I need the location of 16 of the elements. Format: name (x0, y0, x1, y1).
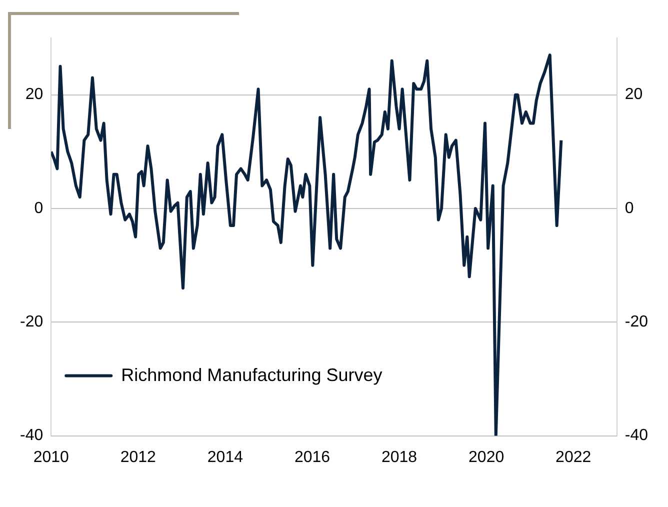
y2-tick-label: 20 (624, 86, 643, 104)
y2-tick-label: -20 (624, 314, 648, 331)
x-tick-label: 2014 (207, 448, 244, 466)
y-tick-label: 20 (25, 86, 44, 104)
y-tick-label: -20 (20, 314, 44, 331)
x-tick-label: 2010 (33, 448, 70, 466)
x-tick-label: 2020 (468, 448, 504, 466)
y2-tick-label: 0 (624, 200, 634, 217)
legend-label: Richmond Manufacturing Survey (121, 364, 382, 385)
x-tick-label: 2022 (556, 448, 592, 466)
y2-tick-label: -40 (624, 427, 648, 444)
y-tick-label: 0 (34, 200, 44, 217)
x-tick-label: 2018 (381, 448, 418, 466)
x-tick-label: 2012 (120, 448, 156, 466)
x-tick-label: 2016 (294, 448, 330, 466)
y-tick-label: -40 (20, 427, 44, 444)
